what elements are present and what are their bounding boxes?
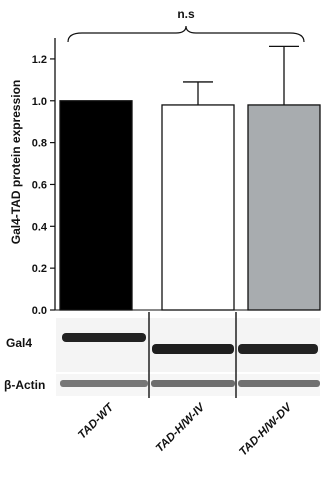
bar-tad-wt [59,100,133,311]
band-gal4-lane-2 [152,344,234,354]
band-actin-lane-1 [60,380,148,387]
x-category-label: TAD-H/W-DV [237,401,295,459]
x-category-label: TAD-WT [76,401,117,442]
blot-bands [56,312,320,398]
y-tick-label: 0.2 [32,263,47,275]
y-tick-label: 0.4 [32,221,48,233]
y-axis: 0.0 0.2 0.4 0.6 0.8 1.0 1.2 [32,38,56,317]
significance-label: n.s [177,7,195,21]
blot-label-gal4: Gal4 [6,336,32,350]
blot-label-actin: β-Actin [4,378,45,392]
bar-tad-h-w-dv [247,104,321,311]
y-tick-label: 1.0 [32,96,47,108]
band-gal4-lane-3 [238,344,318,354]
western-blot-panel: Gal4 β-Actin [4,312,320,398]
band-gal4-lane-1 [62,333,146,342]
y-tick-label: 0.6 [32,179,47,191]
band-actin-lane-2 [151,380,235,387]
y-tick-label: 0.8 [32,138,47,150]
y-tick-label: 0.0 [32,305,47,317]
band-actin-lane-3 [238,380,320,387]
x-category-label: TAD-H/W-IV [154,401,208,455]
bar-tad-h-w-iv [161,104,235,311]
error-bars-group [183,45,299,105]
bracket-line [67,25,305,43]
category-labels: TAD-WT TAD-H/W-IV TAD-H/W-DV [76,401,295,459]
y-tick-label: 1.2 [32,54,47,66]
y-axis-title: Gal4-TAD protein expression [9,80,23,244]
bars-group [55,100,321,311]
significance-bracket: n.s [67,7,305,43]
